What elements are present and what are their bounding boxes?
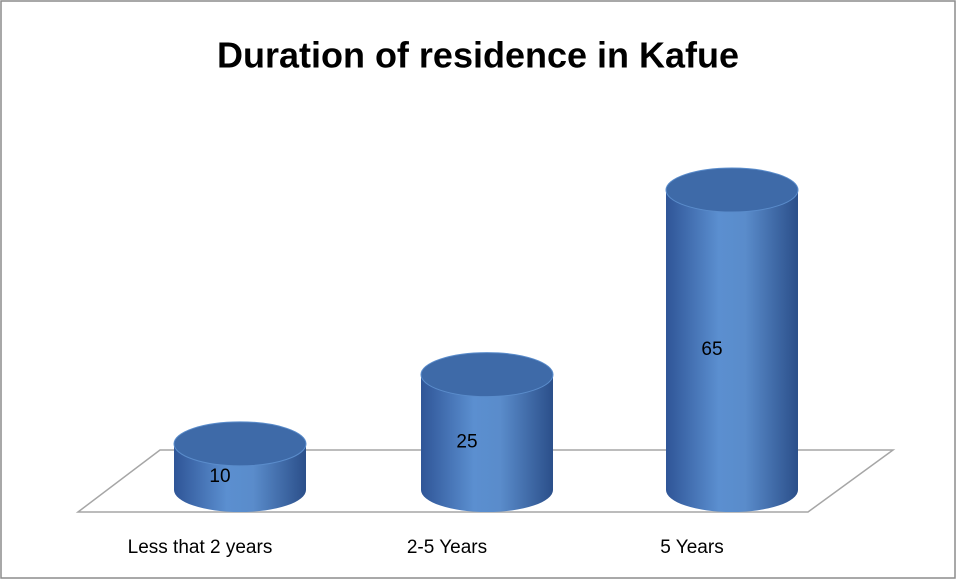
cylinder [666,190,798,512]
cylinder-top [665,167,799,213]
cylinder-top [420,352,554,398]
x-tick-label: 5 Years [660,537,723,558]
cylinder-top [173,421,307,467]
data-label: 25 [456,431,477,452]
chart-title: Duration of residence in Kafue [217,35,739,76]
cylinder [421,374,553,512]
x-tick-label: Less that 2 years [128,537,273,558]
floor [75,449,896,513]
data-label: 65 [701,339,722,360]
data-label: 10 [209,466,230,487]
cylinder [174,443,306,512]
x-tick-label: 2-5 Years [407,537,487,558]
